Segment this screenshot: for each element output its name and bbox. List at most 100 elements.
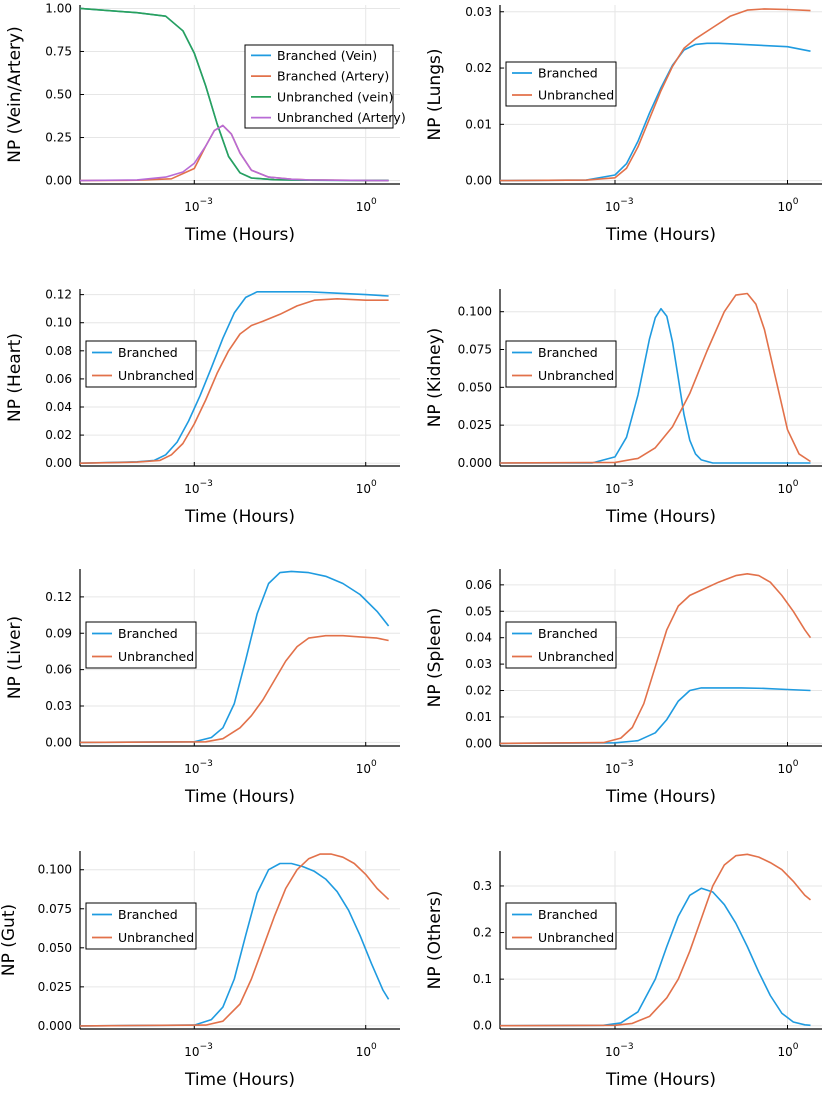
legend-label: Branched (Artery) [277,69,389,84]
legend-label: Unbranched [118,368,194,383]
x-tick-label: 10−3 [184,759,213,776]
chart-panel-5: 0.00 0.01 0.02 0.03 0.04 0.05 0.06 10−3 100 Time … [425,569,822,807]
x-tick-label: 10−3 [184,1042,213,1059]
x-tick-label: 100 [356,759,377,776]
legend: Branched Unbranched [505,902,617,950]
legend-label: Branched [118,626,178,641]
series-line [499,292,811,464]
legend: Branched Unbranched [85,340,197,388]
chart-panel-4: 0.00 0.03 0.06 0.09 0.12 10−3 100 Time (Hours) N… [5,569,400,807]
y-axis-label: NP (Vein/Artery) [5,26,25,162]
y-axis-label: NP (Heart) [5,333,25,422]
x-axis-label: Time (Hours) [184,225,295,245]
y-tick-label: 0.00 [45,174,72,188]
legend-label: Branched [538,907,598,922]
y-tick-label: 0.075 [38,902,72,916]
x-tick-label: 100 [356,197,377,214]
legend-label: Unbranched [538,930,614,945]
x-tick-label: 10−3 [605,479,634,496]
series-line [499,853,812,1027]
y-tick-label: 0.100 [38,863,72,877]
legend-box [505,340,617,388]
chart-panel-3: 0.000 0.025 0.050 0.075 0.100 10−3 100 Time (Ho… [425,289,822,527]
chart-panel-7: 0.0 0.1 0.2 0.3 10−3 100 Time (Hours) NP (Other… [425,851,822,1090]
y-tick-label: 0.50 [45,88,72,102]
legend: Branched Unbranched [505,621,617,669]
y-tick-label: 0.04 [45,400,72,414]
x-axis-label: Time (Hours) [605,225,716,245]
y-tick-label: 0.01 [465,710,492,724]
series-line [79,124,389,182]
y-tick-label: 0.075 [458,343,492,357]
y-tick-label: 0.00 [45,456,72,470]
x-tick-label: 100 [778,197,799,214]
chart-panel-6: 0.000 0.025 0.050 0.075 0.100 10−3 100 Time (Ho… [0,851,400,1090]
y-tick-label: 0.000 [38,1019,72,1033]
legend-label: Unbranched (Artery) [277,110,406,125]
y-tick-label: 0.02 [465,684,492,698]
legend-label: Unbranched (vein) [277,89,393,104]
legend: Branched (Vein) Branched (Artery) Unbranch… [244,44,406,129]
y-axis-label: NP (Lungs) [425,48,445,140]
legend: Branched Unbranched [505,61,617,107]
x-tick-label: 100 [778,479,799,496]
y-tick-label: 0.02 [45,428,72,442]
y-axis-label: NP (Kidney) [425,328,445,428]
y-tick-label: 0.025 [458,418,492,432]
chart-panel-0: 0.00 0.25 0.50 0.75 1.00 10−3 100 Time (Hours) N… [5,1,406,245]
y-tick-label: 0.25 [45,131,72,145]
legend-label: Unbranched [538,649,614,664]
y-axis-label: NP (Others) [425,891,445,990]
legend-label: Unbranched [538,88,614,103]
y-tick-label: 0.000 [458,456,492,470]
legend-box [85,902,197,950]
y-tick-label: 0.04 [465,631,492,645]
x-axis-label: Time (Hours) [184,1070,295,1090]
y-tick-label: 1.00 [45,1,72,15]
legend-label: Branched [118,907,178,922]
x-axis-label: Time (Hours) [605,507,716,527]
y-tick-label: 0.03 [465,5,492,19]
series-line [79,298,389,464]
y-tick-label: 0.08 [45,344,72,358]
y-tick-label: 0.050 [38,941,72,955]
y-tick-label: 0.100 [458,305,492,319]
y-tick-label: 0.03 [465,657,492,671]
y-tick-label: 0.06 [45,663,72,677]
chart-panel-1: 0.00 0.01 0.02 0.03 10−3 100 Time (Hours) NP (L… [425,5,822,245]
x-tick-label: 10−3 [184,479,213,496]
y-tick-label: 0.0 [473,1019,492,1033]
x-tick-label: 10−3 [605,759,634,776]
x-tick-label: 100 [778,759,799,776]
legend-label: Unbranched [538,368,614,383]
legend-box [505,902,617,950]
legend-box [505,621,617,669]
y-tick-label: 0.09 [45,626,72,640]
y-tick-label: 0.10 [45,316,72,330]
y-tick-label: 0.05 [465,604,492,618]
y-tick-label: 0.00 [45,735,72,749]
y-tick-label: 0.00 [465,174,492,188]
x-tick-label: 10−3 [605,1042,634,1059]
legend-label: Branched [538,66,598,81]
y-tick-label: 0.025 [38,980,72,994]
y-tick-label: 0.12 [45,590,72,604]
series-line [499,8,811,182]
legend-box [85,621,197,669]
y-tick-label: 0.12 [45,288,72,302]
x-tick-label: 100 [356,479,377,496]
legend-box [85,340,197,388]
legend: Branched Unbranched [85,902,197,950]
y-tick-label: 0.06 [45,372,72,386]
y-tick-label: 0.03 [45,699,72,713]
legend-label: Unbranched [118,930,194,945]
x-tick-label: 100 [356,1042,377,1059]
x-axis-label: Time (Hours) [184,787,295,807]
legend: Branched Unbranched [85,621,197,669]
chart-panel-2: 0.00 0.02 0.04 0.06 0.08 0.10 0.12 10−3 100 Time … [5,288,400,527]
series-line [499,687,811,745]
y-tick-label: 0.02 [465,61,492,75]
x-axis-label: Time (Hours) [184,507,295,527]
x-tick-label: 10−3 [605,197,634,214]
